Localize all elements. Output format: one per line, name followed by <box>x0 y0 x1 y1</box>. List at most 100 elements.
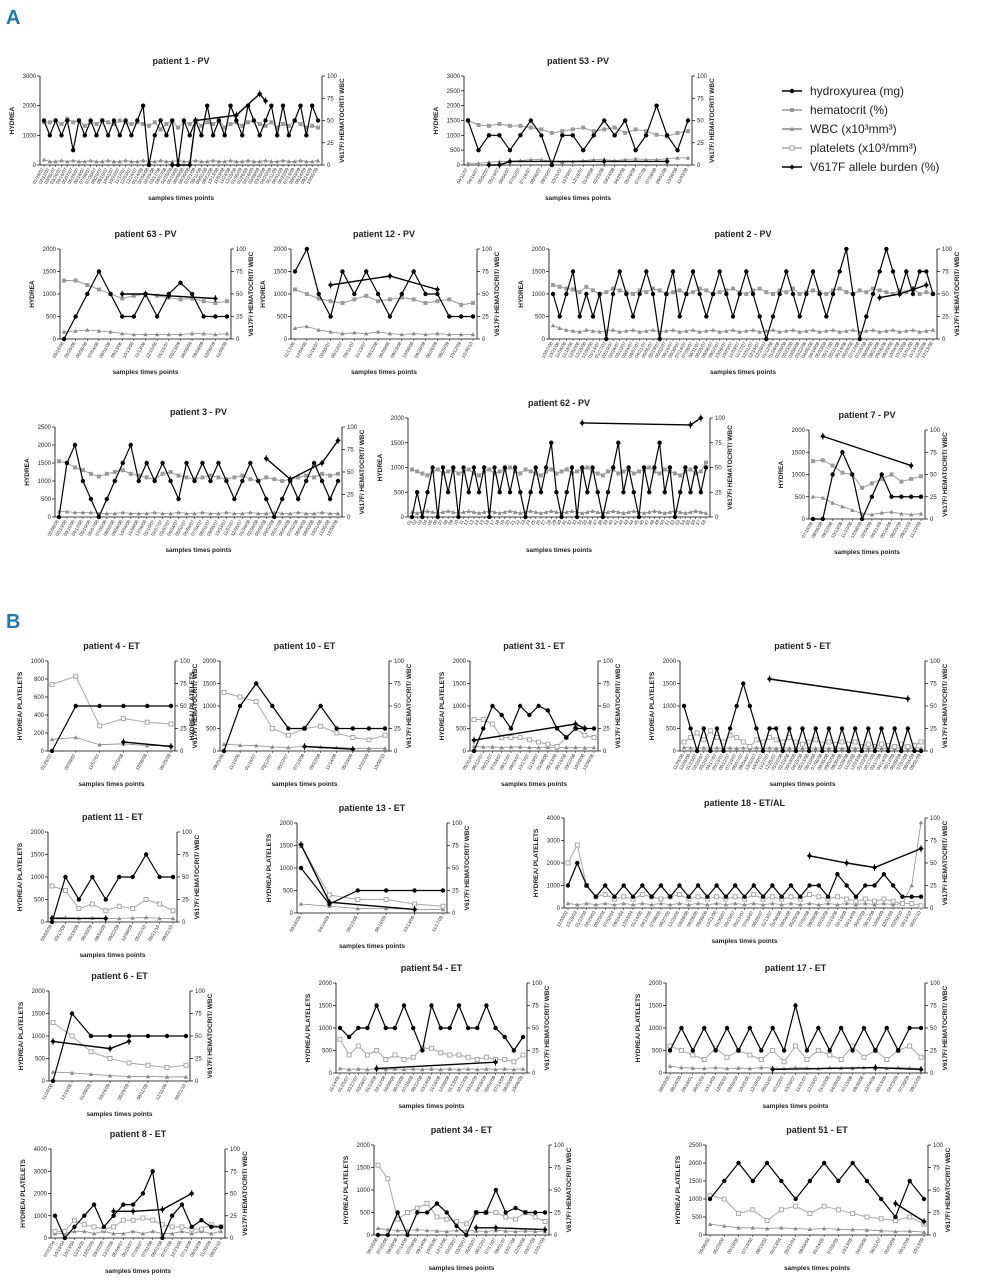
y-tick-label-left: 1500 <box>43 270 57 276</box>
x-tick-label: 04/14/09 <box>317 915 330 933</box>
hydroxyurea-series-point <box>559 514 564 520</box>
y-axis-label-right: V617F/ HEMATOCRIT/ WBC <box>942 432 949 517</box>
wbc-series-point <box>840 504 845 509</box>
y-tick-label-right: 25 <box>195 1057 202 1063</box>
y-tick-label-left: 2000 <box>38 443 52 449</box>
wbc-series-point <box>228 158 233 163</box>
y-tick-label-left: 500 <box>277 315 288 321</box>
hydroxyurea-series-point <box>493 1187 499 1193</box>
v617f-series-point <box>493 1225 499 1231</box>
wbc-series-point <box>423 332 428 337</box>
chart-title: patient 34 - ET <box>431 1125 493 1135</box>
hematocrit-series-point <box>797 292 802 296</box>
hematocrit-series-point <box>612 125 617 130</box>
hydroxyurea-series-point <box>918 1025 924 1031</box>
v617f-series-point <box>212 295 218 302</box>
hematocrit-series-point <box>864 290 869 295</box>
v617f-series-point <box>263 455 269 462</box>
platelets-series-point <box>116 903 122 909</box>
wbc-series-point <box>144 511 149 516</box>
platelets-series-point <box>401 1057 407 1062</box>
hematocrit-series-point <box>564 286 569 291</box>
hematocrit-series-point <box>513 469 518 474</box>
y-tick-label-left: 2000 <box>32 989 46 995</box>
y-axis-label-left: HYDREA <box>29 280 36 308</box>
wbc-series-point <box>70 158 76 163</box>
x-tick-label: 07/19/02 <box>740 1237 753 1255</box>
wbc-series-point <box>263 158 268 163</box>
wbc-series-point <box>621 510 626 515</box>
hydroxyurea-series-point <box>120 314 125 319</box>
hydroxyurea-series-point <box>292 269 298 274</box>
hydroxyurea-series-point <box>889 494 894 499</box>
y-axis-label-right: V617F/ HEMATOCRIT/ WBC <box>942 820 949 905</box>
x-axis-label: samples times points <box>428 1265 494 1272</box>
wbc-series-point <box>869 512 875 517</box>
v617f-series-point <box>582 725 588 732</box>
hydroxyurea-series-point <box>747 1025 753 1031</box>
platelets-series-line <box>51 675 172 727</box>
platelets-series-point <box>707 728 713 734</box>
v617f-series-point <box>507 158 513 165</box>
hematocrit-series-point <box>304 125 309 130</box>
hematocrit-series-point <box>264 475 269 480</box>
platelets-series-point <box>872 898 878 904</box>
hydroxyurea-series-point <box>900 894 905 899</box>
hematocrit-series-point <box>447 297 452 302</box>
y-tick-label-left: 0 <box>284 337 288 343</box>
x-tick-label: 08/04/04 <box>797 1237 810 1255</box>
platelets-series-point <box>714 735 720 740</box>
hydroxyurea-series-line <box>51 853 173 923</box>
hydroxyurea-series-point <box>248 460 253 466</box>
y-tick-label-left: 2000 <box>453 659 467 665</box>
hydroxyurea-series-point <box>192 478 197 484</box>
chart-title: patient 7 - PV <box>838 410 895 420</box>
hydroxyurea-series-point <box>456 514 461 520</box>
y-tick-label-left: 1000 <box>38 479 52 485</box>
wbc-series-point <box>158 158 163 163</box>
wbc-series-point <box>145 743 150 748</box>
platelets-series-point <box>89 901 95 907</box>
y-tick-label-left: 1500 <box>274 270 288 276</box>
wbc-series-point <box>630 327 636 332</box>
platelets-series-point <box>872 744 878 749</box>
hematocrit-series-point <box>96 287 101 292</box>
wbc-series-point <box>237 742 243 747</box>
x-axis-label: samples times points <box>105 1268 171 1275</box>
v617f-series-point <box>918 1066 924 1072</box>
hydroxyurea-series-point <box>471 465 477 470</box>
hydroxyurea-series-point <box>143 852 149 857</box>
hydroxyurea-series-point <box>612 894 617 899</box>
wbc-series-point <box>533 509 538 514</box>
platelets-series-point <box>366 737 372 743</box>
wbc-series-point <box>382 746 388 751</box>
hematocrit-series-point <box>764 290 769 295</box>
y-tick-label-left: 0 <box>401 515 405 521</box>
y-tick-label-left: 1000 <box>274 292 288 298</box>
x-tick-label: 06 <box>432 519 439 526</box>
chart-0: patient 1 - PV01000200030000255075100HYD… <box>9 56 346 202</box>
hematocrit-series-line <box>467 120 689 138</box>
hydroxyurea-series-point <box>88 1033 94 1039</box>
platelets-series-point <box>454 1219 460 1224</box>
platelets-series-point <box>907 1214 913 1220</box>
platelets-series-point <box>237 694 243 700</box>
y-tick-label-left: 1000 <box>547 884 561 890</box>
hydroxyurea-series-line <box>300 867 443 905</box>
hydroxyurea-series-point <box>59 133 64 138</box>
y-axis-label-right: V617F/ HEMATOCRIT/ WBC <box>954 251 961 336</box>
platelets-series-point <box>747 744 753 749</box>
wbc-series-point <box>817 329 822 334</box>
wbc-series-point <box>420 1067 425 1072</box>
hydroxyurea-series-point <box>130 874 135 880</box>
hydroxyurea-series-point <box>800 726 805 731</box>
hematocrit-series-point <box>784 290 789 295</box>
hydroxyurea-series-line <box>709 1162 925 1219</box>
hydroxyurea-series-line <box>467 103 689 167</box>
platelets-series-point <box>695 894 701 900</box>
hydroxyurea-series-point <box>520 1034 526 1040</box>
platelets-series-point <box>517 735 523 740</box>
wbc-series-point <box>693 508 698 513</box>
hydroxyurea-series-point <box>123 118 128 123</box>
x-tick-label: 44 <box>628 519 635 526</box>
